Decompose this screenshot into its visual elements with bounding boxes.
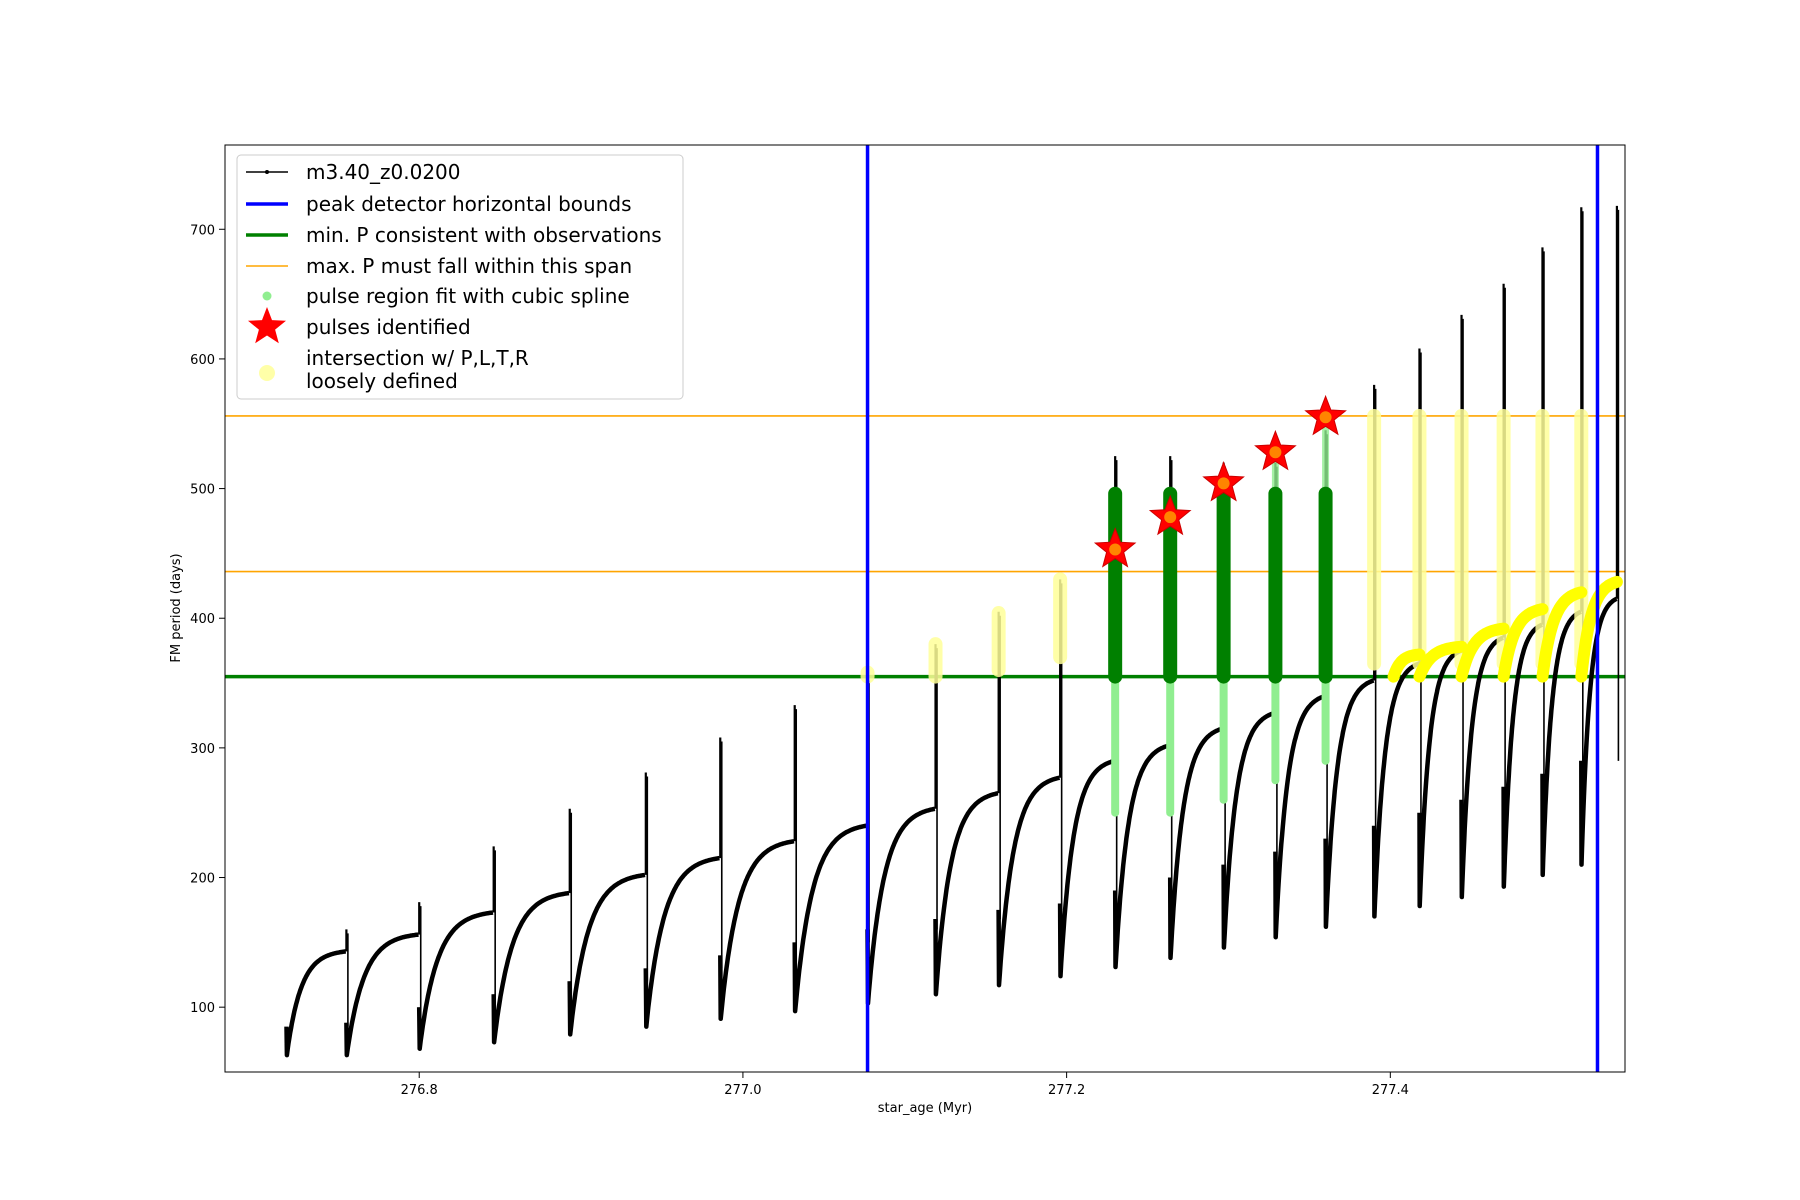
track-cycle-4 [567, 872, 647, 1037]
track-cycle-12 [1112, 743, 1172, 970]
loose-arc-0 [1387, 648, 1426, 683]
x-axis-label: star_age (Myr) [878, 1101, 972, 1116]
track-cycle-7 [792, 823, 869, 1014]
loose-arc-4 [1536, 586, 1588, 683]
track-cycle-2 [416, 910, 495, 1051]
x-tick-label-2: 277.2 [1048, 1083, 1085, 1098]
loose-arc-3 [1497, 603, 1549, 683]
legend-handle-star [248, 307, 286, 344]
legend-label-track: m3.40_z0.0200 [306, 160, 461, 184]
legend-label-star: pulses identified [306, 315, 471, 339]
track-cycle-14 [1221, 710, 1277, 950]
plot-frame [224, 144, 1626, 1073]
axis-layer: 276.8 277.0 277.2 277.4 100 200 300 400 500 600 70… [190, 223, 1409, 1098]
pulse-star-center-3 [1269, 446, 1282, 459]
y-tick-label-4: 500 [190, 483, 215, 498]
legend-label-loose-2: loosely defined [306, 369, 458, 393]
x-tick-label-0: 276.8 [401, 1083, 438, 1098]
loose-arc-2 [1455, 622, 1510, 683]
pulse-star-center-4 [1319, 411, 1332, 424]
track-cycle-10 [996, 775, 1061, 988]
pulse-star-center-1 [1164, 511, 1177, 524]
legend-label-min-period: min. P consistent with observations [306, 223, 662, 247]
legend-label-loose: intersection w/ P,L,T,R [306, 346, 529, 370]
track-cycle-18 [1417, 648, 1463, 909]
loose-arc-1 [1413, 640, 1468, 683]
track-cycle-3 [491, 890, 571, 1045]
y-tick-label-6: 700 [190, 223, 215, 238]
y-tick-label-3: 400 [190, 612, 215, 627]
track-cycle-0 [284, 949, 348, 1058]
pulse-star-center-2 [1217, 477, 1230, 490]
track-cycle-11 [1057, 758, 1117, 979]
track-cycle-9 [933, 791, 1000, 997]
legend-handle-track-marker [265, 170, 269, 174]
track-cycle-6 [718, 838, 796, 1022]
legend-label-max-period: max. P must fall within this span [306, 254, 632, 278]
y-axis-label: FM period (days) [169, 553, 184, 662]
legend-handle-spline [262, 291, 272, 301]
legend-handle-loose [259, 365, 275, 381]
track-cycle-5 [643, 855, 721, 1029]
y-tick-label-0: 100 [190, 1001, 215, 1016]
track-cycle-19 [1459, 635, 1505, 900]
legend-label-bounds: peak detector horizontal bounds [306, 192, 632, 216]
x-tick-label-3: 277.4 [1372, 1083, 1409, 1098]
track-cycle-17 [1371, 661, 1421, 919]
track-cycle-1 [344, 932, 420, 1058]
x-tick-label-1: 277.0 [724, 1083, 761, 1098]
y-tick-label-5: 600 [190, 353, 215, 368]
legend-label-spline: pulse region fit with cubic spline [306, 284, 630, 308]
track-cycle-13 [1167, 726, 1225, 961]
y-tick-label-2: 300 [190, 742, 215, 757]
pulse-star-center-0 [1109, 543, 1122, 556]
data-layer [225, 145, 1625, 1072]
legend-frame [236, 154, 684, 400]
y-tick-label-1: 200 [190, 872, 215, 887]
track-cycle-8 [865, 806, 937, 1006]
track-cycle-16 [1323, 678, 1376, 930]
track-cycle-15 [1273, 693, 1327, 940]
